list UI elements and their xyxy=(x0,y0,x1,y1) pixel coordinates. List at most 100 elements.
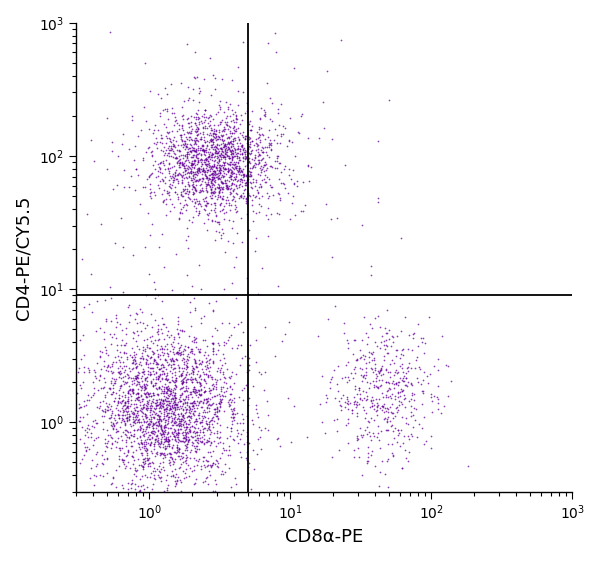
Point xyxy=(164,181,174,190)
Point xyxy=(352,435,362,444)
Point xyxy=(235,182,244,191)
Point xyxy=(95,351,104,360)
Point xyxy=(169,401,179,410)
Point xyxy=(412,433,422,442)
Point xyxy=(134,415,143,424)
Point xyxy=(201,153,211,162)
Point xyxy=(140,381,150,390)
Point xyxy=(154,364,163,373)
Point xyxy=(142,435,151,444)
Point xyxy=(429,392,439,401)
Point xyxy=(188,172,197,181)
Point xyxy=(327,252,337,261)
Point xyxy=(170,455,180,464)
Point xyxy=(394,367,403,376)
Point xyxy=(344,358,353,367)
Point xyxy=(377,401,387,410)
Point xyxy=(215,365,224,374)
Point xyxy=(105,405,115,414)
Point xyxy=(137,390,146,399)
Point xyxy=(215,163,224,172)
Point xyxy=(284,136,293,145)
Point xyxy=(166,449,175,458)
Point xyxy=(200,171,210,180)
Point xyxy=(410,396,419,405)
Point xyxy=(134,443,144,452)
Point xyxy=(187,366,197,375)
Point xyxy=(114,369,124,378)
Point xyxy=(259,111,269,119)
Point xyxy=(164,384,174,393)
Point xyxy=(202,172,212,181)
Point xyxy=(209,160,218,169)
Point xyxy=(235,119,245,128)
Point xyxy=(196,156,205,165)
Point xyxy=(392,332,401,341)
Point xyxy=(115,397,125,406)
Point xyxy=(105,362,115,371)
Point xyxy=(227,180,237,188)
Point xyxy=(161,433,171,442)
Point xyxy=(196,434,205,443)
Point xyxy=(194,97,204,106)
Point xyxy=(121,329,131,338)
Point xyxy=(175,393,184,402)
Point xyxy=(201,395,211,404)
Point xyxy=(193,113,203,122)
Point xyxy=(161,131,170,140)
Point xyxy=(127,115,136,124)
Point xyxy=(158,396,168,404)
Point xyxy=(215,105,225,114)
Point xyxy=(381,329,391,338)
Point xyxy=(209,410,219,419)
Point xyxy=(178,191,187,200)
Point xyxy=(409,422,418,431)
Point xyxy=(136,444,145,453)
Point xyxy=(167,416,176,425)
Point xyxy=(193,366,202,375)
Point xyxy=(188,178,197,187)
Point xyxy=(107,444,116,453)
Point xyxy=(191,357,200,366)
Point xyxy=(187,407,196,416)
Point xyxy=(173,428,183,437)
Point xyxy=(200,438,209,447)
Point xyxy=(179,140,189,149)
Point xyxy=(135,405,145,414)
Point xyxy=(203,424,213,433)
Point xyxy=(224,144,233,153)
Point xyxy=(156,361,166,370)
Point xyxy=(126,438,136,447)
Point xyxy=(199,395,209,404)
Point xyxy=(156,464,166,473)
Point xyxy=(146,447,155,456)
Point xyxy=(383,342,392,351)
Point xyxy=(217,149,226,158)
Point xyxy=(380,403,389,412)
Point xyxy=(229,121,239,130)
Point xyxy=(101,398,110,407)
Point xyxy=(128,250,138,259)
Point xyxy=(133,439,143,448)
Point xyxy=(281,123,290,132)
Point xyxy=(224,199,234,208)
Point xyxy=(216,384,226,393)
Point xyxy=(193,393,202,402)
Point xyxy=(199,424,208,433)
Point xyxy=(247,146,257,155)
Point xyxy=(202,198,212,207)
Point xyxy=(196,150,206,159)
Point xyxy=(153,416,163,425)
Point xyxy=(240,149,250,158)
Point xyxy=(394,400,404,409)
Point xyxy=(349,392,358,401)
Point xyxy=(156,448,166,457)
Point xyxy=(175,154,185,163)
Point xyxy=(221,181,230,190)
Point xyxy=(226,128,235,137)
Point xyxy=(159,344,169,353)
Point xyxy=(158,429,167,438)
Point xyxy=(275,194,285,203)
Point xyxy=(175,444,184,453)
Point xyxy=(170,472,179,481)
